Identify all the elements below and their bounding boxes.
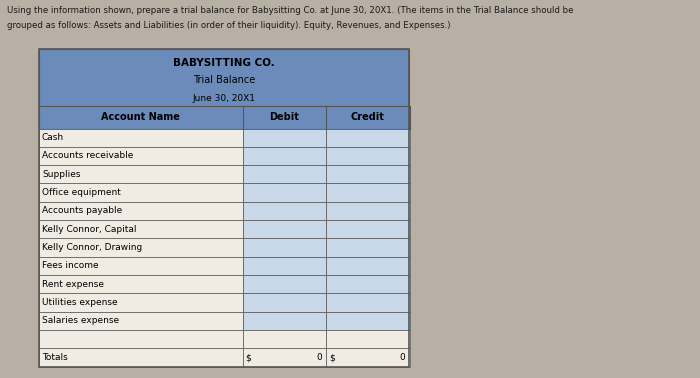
- Bar: [326, 293, 410, 312]
- Text: Supplies: Supplies: [42, 170, 80, 179]
- Bar: [326, 275, 410, 293]
- Text: $: $: [329, 353, 335, 362]
- Bar: [326, 312, 410, 330]
- Bar: [242, 257, 326, 275]
- Bar: [242, 220, 326, 239]
- Bar: [38, 165, 242, 183]
- Bar: [326, 349, 410, 367]
- Text: Office equipment: Office equipment: [42, 188, 121, 197]
- Text: Totals: Totals: [42, 353, 68, 362]
- Bar: [242, 147, 326, 165]
- Bar: [326, 147, 410, 165]
- Text: June 30, 20X1: June 30, 20X1: [193, 94, 256, 103]
- Text: Fees income: Fees income: [42, 262, 99, 270]
- Text: Utilities expense: Utilities expense: [42, 298, 118, 307]
- Bar: [242, 330, 326, 349]
- Text: Account Name: Account Name: [101, 112, 180, 122]
- Text: 0: 0: [316, 353, 322, 362]
- Bar: [38, 312, 242, 330]
- Text: Rent expense: Rent expense: [42, 280, 104, 289]
- Bar: [38, 202, 242, 220]
- Bar: [38, 183, 242, 202]
- Bar: [38, 49, 409, 106]
- Text: Kelly Connor, Capital: Kelly Connor, Capital: [42, 225, 136, 234]
- Text: Salaries expense: Salaries expense: [42, 316, 119, 325]
- Bar: [326, 129, 410, 147]
- Bar: [242, 293, 326, 312]
- Text: Credit: Credit: [351, 112, 385, 122]
- Bar: [242, 239, 326, 257]
- Bar: [38, 220, 242, 239]
- Text: 0: 0: [400, 353, 405, 362]
- Bar: [38, 257, 242, 275]
- Bar: [326, 330, 410, 349]
- Bar: [242, 202, 326, 220]
- Text: grouped as follows: Assets and Liabilities (in order of their liquidity). Equity: grouped as follows: Assets and Liabiliti…: [7, 21, 451, 30]
- Text: Trial Balance: Trial Balance: [193, 75, 255, 85]
- Text: BABYSITTING CO.: BABYSITTING CO.: [173, 57, 275, 68]
- Bar: [242, 129, 326, 147]
- Bar: [38, 147, 242, 165]
- Text: Cash: Cash: [42, 133, 64, 142]
- Text: Debit: Debit: [270, 112, 299, 122]
- Bar: [38, 106, 409, 129]
- Text: Accounts payable: Accounts payable: [42, 206, 122, 215]
- Bar: [326, 165, 410, 183]
- Bar: [326, 183, 410, 202]
- Bar: [242, 183, 326, 202]
- Text: Kelly Connor, Drawing: Kelly Connor, Drawing: [42, 243, 142, 252]
- Text: $: $: [245, 353, 251, 362]
- Bar: [38, 349, 242, 367]
- Bar: [242, 312, 326, 330]
- Bar: [38, 129, 242, 147]
- Bar: [242, 165, 326, 183]
- Bar: [38, 49, 409, 367]
- Bar: [242, 349, 326, 367]
- Bar: [326, 257, 410, 275]
- Bar: [326, 239, 410, 257]
- Bar: [38, 293, 242, 312]
- Bar: [326, 202, 410, 220]
- Bar: [326, 220, 410, 239]
- Bar: [38, 239, 242, 257]
- Text: Using the information shown, prepare a trial balance for Babysitting Co. at June: Using the information shown, prepare a t…: [7, 6, 573, 15]
- Bar: [38, 330, 242, 349]
- Text: Accounts receivable: Accounts receivable: [42, 152, 134, 161]
- Bar: [242, 275, 326, 293]
- Bar: [38, 275, 242, 293]
